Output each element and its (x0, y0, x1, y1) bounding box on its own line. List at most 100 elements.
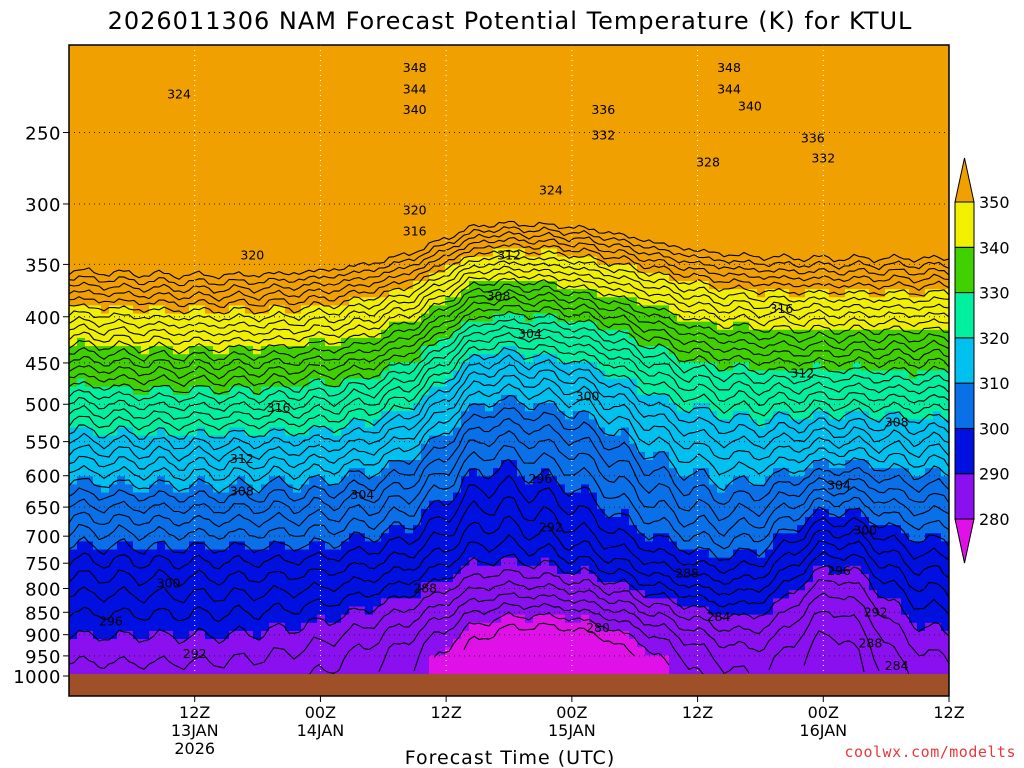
fill-cell (493, 61, 502, 71)
fill-cell (277, 256, 286, 266)
fill-cell (93, 354, 102, 363)
fill-cell (333, 476, 342, 486)
fill-cell (533, 435, 542, 445)
fill-cell (221, 313, 230, 323)
fill-cell (397, 53, 406, 62)
fill-cell (93, 150, 102, 160)
fill-cell (365, 110, 374, 119)
fill-cell (229, 460, 238, 469)
fill-cell (501, 101, 510, 111)
fill-cell (421, 272, 430, 282)
fill-cell (189, 215, 198, 225)
fill-cell (285, 525, 294, 534)
fill-cell (293, 264, 302, 274)
fill-cell (421, 549, 430, 559)
fill-cell (269, 573, 278, 583)
fill-cell (77, 622, 86, 632)
fill-cell (365, 573, 374, 583)
fill-cell (269, 476, 278, 486)
fill-cell (277, 598, 286, 608)
fill-cell (237, 394, 246, 404)
fill-cell (461, 362, 470, 372)
fill-cell (333, 215, 342, 225)
fill-cell (365, 256, 374, 266)
fill-cell (205, 69, 214, 79)
fill-cell (413, 215, 422, 225)
fill-cell (85, 215, 94, 225)
fill-cell (173, 639, 182, 648)
fill-cell (509, 191, 518, 201)
fill-cell (181, 248, 190, 258)
fill-cell (453, 191, 462, 201)
fill-cell (157, 346, 166, 355)
fill-cell (485, 110, 494, 119)
fill-cell (149, 118, 158, 127)
fill-cell (405, 337, 414, 347)
fill-cell (309, 85, 318, 95)
fill-cell (509, 419, 518, 429)
fill-cell (85, 427, 94, 437)
fill-cell (301, 158, 310, 168)
fill-cell (549, 289, 558, 298)
fill-cell (301, 411, 310, 420)
fill-cell (125, 557, 134, 567)
fill-cell (213, 598, 222, 608)
fill-cell (93, 516, 102, 526)
fill-cell (253, 460, 262, 469)
fill-cell (389, 614, 398, 624)
fill-cell (261, 167, 270, 176)
fill-cell (261, 297, 270, 306)
fill-cell (141, 272, 150, 282)
fill-cell (373, 337, 382, 347)
fill-cell (461, 468, 470, 477)
fill-cell (173, 647, 182, 656)
fill-cell (125, 118, 134, 127)
fill-cell (349, 85, 358, 95)
fill-cell (349, 248, 358, 258)
fill-cell (533, 655, 542, 665)
fill-cell (189, 516, 198, 526)
fill-cell (381, 134, 390, 144)
fill-cell (389, 468, 398, 477)
fill-cell (125, 232, 134, 241)
fill-cell (109, 256, 118, 266)
fill-cell (189, 346, 198, 355)
fill-cell (93, 614, 102, 624)
fill-cell (381, 549, 390, 559)
fill-cell (293, 386, 302, 396)
fill-cell (301, 606, 310, 616)
fill-cell (293, 118, 302, 127)
fill-cell (541, 403, 550, 412)
fill-cell (389, 232, 398, 241)
fill-cell (389, 598, 398, 608)
fill-cell (221, 346, 230, 355)
fill-cell (509, 53, 518, 62)
fill-cell (397, 508, 406, 518)
fill-cell (301, 329, 310, 339)
fill-cell (85, 150, 94, 160)
fill-cell (429, 110, 438, 119)
fill-cell (237, 639, 246, 648)
fill-cell (253, 590, 262, 599)
fill-cell (461, 549, 470, 559)
fill-cell (349, 427, 358, 437)
fill-cell (397, 85, 406, 95)
fill-cell (509, 126, 518, 136)
fill-cell (557, 378, 566, 388)
fill-cell (165, 280, 174, 290)
fill-cell (269, 77, 278, 87)
fill-cell (309, 630, 318, 640)
fill-cell (173, 297, 182, 306)
fill-cell (165, 191, 174, 201)
fill-cell (333, 427, 342, 437)
fill-cell (317, 419, 326, 429)
fill-cell (141, 606, 150, 616)
fill-cell (421, 630, 430, 640)
fill-cell (405, 215, 414, 225)
fill-cell (141, 427, 150, 437)
fill-cell (213, 167, 222, 176)
fill-cell (157, 516, 166, 526)
fill-cell (453, 183, 462, 193)
fill-cell (157, 468, 166, 477)
fill-cell (309, 647, 318, 656)
